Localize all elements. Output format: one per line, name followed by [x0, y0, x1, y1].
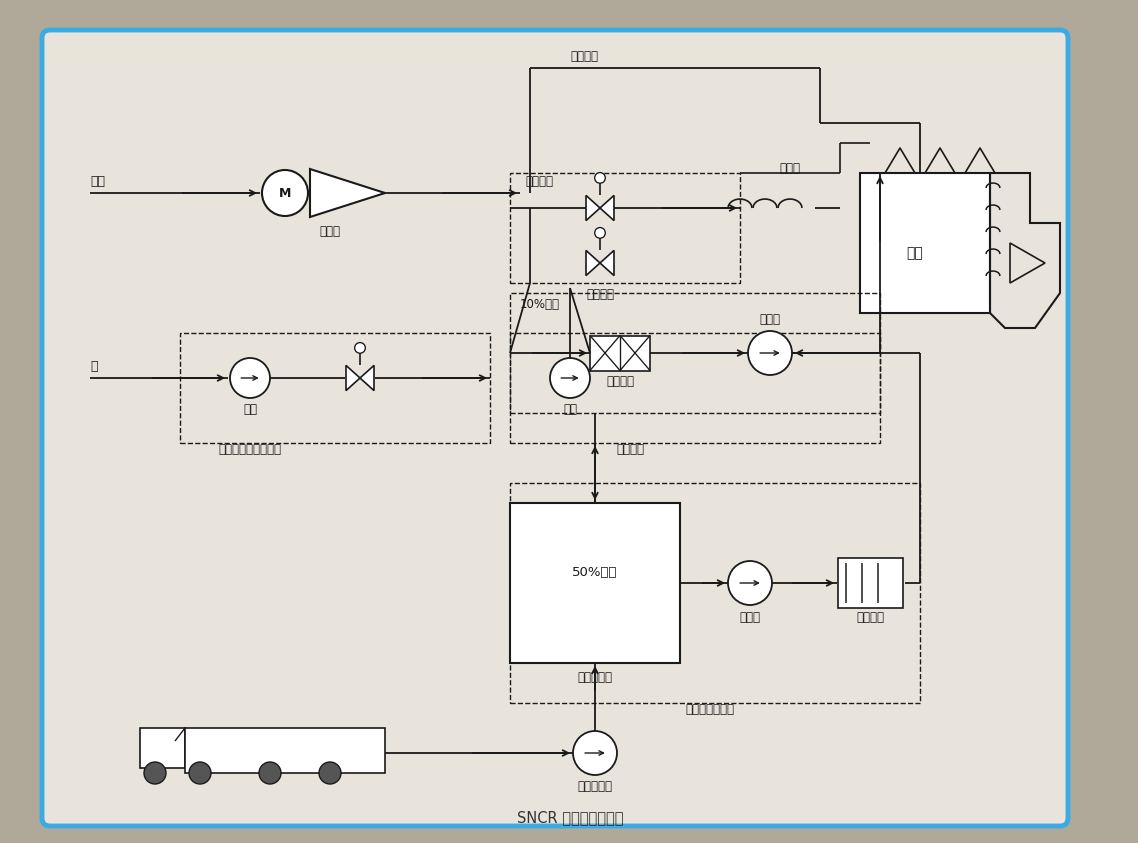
- Bar: [860, 173, 990, 313]
- Circle shape: [189, 762, 211, 784]
- Circle shape: [574, 731, 617, 775]
- Circle shape: [595, 228, 605, 239]
- Polygon shape: [586, 196, 600, 221]
- Text: 计量泵: 计量泵: [759, 313, 781, 326]
- Bar: [510, 503, 681, 663]
- Polygon shape: [346, 365, 360, 390]
- Text: 空气: 空气: [90, 175, 105, 188]
- Text: 气化空气: 气化空气: [525, 175, 553, 188]
- Text: 10%尿素: 10%尿素: [520, 298, 560, 311]
- Circle shape: [319, 762, 341, 784]
- Text: 注入器: 注入器: [780, 162, 800, 175]
- Polygon shape: [586, 250, 600, 276]
- Text: 循环泵: 循环泵: [740, 611, 760, 624]
- Bar: [180, 333, 490, 443]
- Circle shape: [145, 762, 166, 784]
- Circle shape: [230, 358, 270, 398]
- Text: 计量模块: 计量模块: [616, 443, 644, 456]
- Circle shape: [262, 170, 308, 216]
- Bar: [838, 558, 902, 608]
- Bar: [589, 336, 650, 371]
- Circle shape: [550, 358, 589, 398]
- Circle shape: [259, 762, 281, 784]
- Circle shape: [355, 342, 365, 353]
- Text: 冷却空气: 冷却空气: [570, 50, 597, 63]
- Polygon shape: [600, 196, 615, 221]
- Polygon shape: [360, 365, 374, 390]
- Text: 水泵: 水泵: [563, 403, 577, 416]
- Text: 锅炉: 锅炉: [907, 246, 923, 260]
- Bar: [510, 293, 880, 413]
- Text: 均分模块: 均分模块: [586, 288, 615, 301]
- Bar: [510, 333, 880, 443]
- Text: 50%尿素: 50%尿素: [572, 566, 618, 579]
- Bar: [510, 173, 740, 283]
- Text: 水: 水: [90, 360, 98, 373]
- Text: 供应及循环模块: 供应及循环模块: [685, 703, 734, 716]
- Bar: [510, 483, 920, 703]
- Text: M: M: [279, 186, 291, 200]
- Text: 空压机: 空压机: [320, 225, 340, 238]
- Text: 稀释水压力控制模块: 稀释水压力控制模块: [218, 443, 281, 456]
- Polygon shape: [600, 250, 615, 276]
- Text: 水泵: 水泵: [244, 403, 257, 416]
- Circle shape: [595, 173, 605, 183]
- Polygon shape: [310, 169, 385, 217]
- Circle shape: [728, 561, 772, 605]
- Text: 尿素储存罐: 尿素储存罐: [577, 671, 612, 684]
- Text: SNCR 工艺流程示意图: SNCR 工艺流程示意图: [517, 810, 624, 825]
- FancyBboxPatch shape: [42, 30, 1067, 826]
- Text: 静态混合: 静态混合: [607, 375, 634, 388]
- Bar: [140, 728, 185, 768]
- Text: 电加热器: 电加热器: [856, 611, 884, 624]
- Circle shape: [748, 331, 792, 375]
- Bar: [185, 728, 385, 773]
- Text: 尿素卸载泵: 尿素卸载泵: [577, 780, 612, 793]
